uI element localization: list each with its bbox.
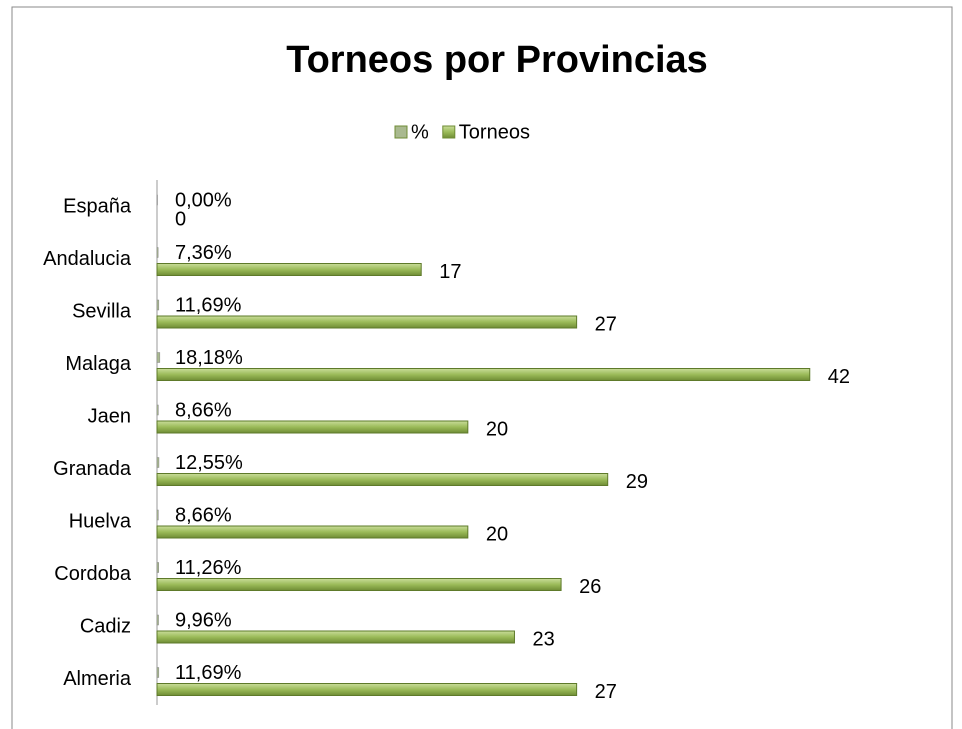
bar xyxy=(156,194,158,206)
bar xyxy=(156,509,159,521)
bar xyxy=(156,352,161,363)
bar xyxy=(156,368,811,381)
value-label: 11,69% xyxy=(175,294,242,316)
legend-label: % xyxy=(411,121,429,143)
bar xyxy=(156,473,609,486)
bar xyxy=(156,630,515,644)
value-label: 9,96% xyxy=(175,609,232,631)
value-label: 29 xyxy=(626,471,648,493)
bar xyxy=(156,404,159,416)
bar xyxy=(156,457,160,468)
bar xyxy=(156,299,160,311)
bar xyxy=(156,667,160,678)
bar xyxy=(156,614,159,626)
bar xyxy=(156,683,578,696)
value-label: 12,55% xyxy=(175,452,243,474)
value-label: 27 xyxy=(595,681,617,703)
value-label: 11,26% xyxy=(175,557,242,579)
bar xyxy=(156,247,159,258)
value-label: 17 xyxy=(439,261,461,283)
legend-swatch xyxy=(394,125,408,139)
y-tick-label: Granada xyxy=(53,458,132,480)
bar xyxy=(156,578,562,591)
bar xyxy=(156,562,159,573)
value-label: 7,36% xyxy=(175,242,232,264)
value-label: 26 xyxy=(579,576,601,598)
y-tick-label: Almeria xyxy=(63,668,132,690)
value-label: 11,69% xyxy=(175,662,242,684)
value-label: 20 xyxy=(486,418,508,440)
value-label: 0 xyxy=(175,208,186,230)
bar xyxy=(156,525,469,539)
value-label: 27 xyxy=(595,313,617,335)
y-tick-label: Cadiz xyxy=(80,615,131,637)
value-label: 8,66% xyxy=(175,504,232,526)
y-tick-label: Cordoba xyxy=(54,563,132,585)
chart-title: Torneos por Provincias xyxy=(286,39,708,81)
y-tick-label: Andalucia xyxy=(43,248,132,270)
value-label: 23 xyxy=(532,628,554,650)
y-tick-label: Malaga xyxy=(65,353,131,375)
y-tick-label: Huelva xyxy=(69,510,132,532)
bar xyxy=(156,263,422,276)
value-label: 8,66% xyxy=(175,399,232,421)
value-label: 42 xyxy=(828,366,850,388)
value-label: 0,00% xyxy=(175,189,232,211)
value-label: 18,18% xyxy=(175,347,243,369)
y-tick-label: Sevilla xyxy=(72,300,132,322)
legend-label: Torneos xyxy=(459,121,530,143)
bar xyxy=(156,420,469,434)
bar xyxy=(156,315,578,329)
y-tick-label: España xyxy=(63,195,132,217)
y-tick-label: Jaen xyxy=(88,405,131,427)
legend-swatch xyxy=(442,125,456,139)
value-label: 20 xyxy=(486,523,508,545)
